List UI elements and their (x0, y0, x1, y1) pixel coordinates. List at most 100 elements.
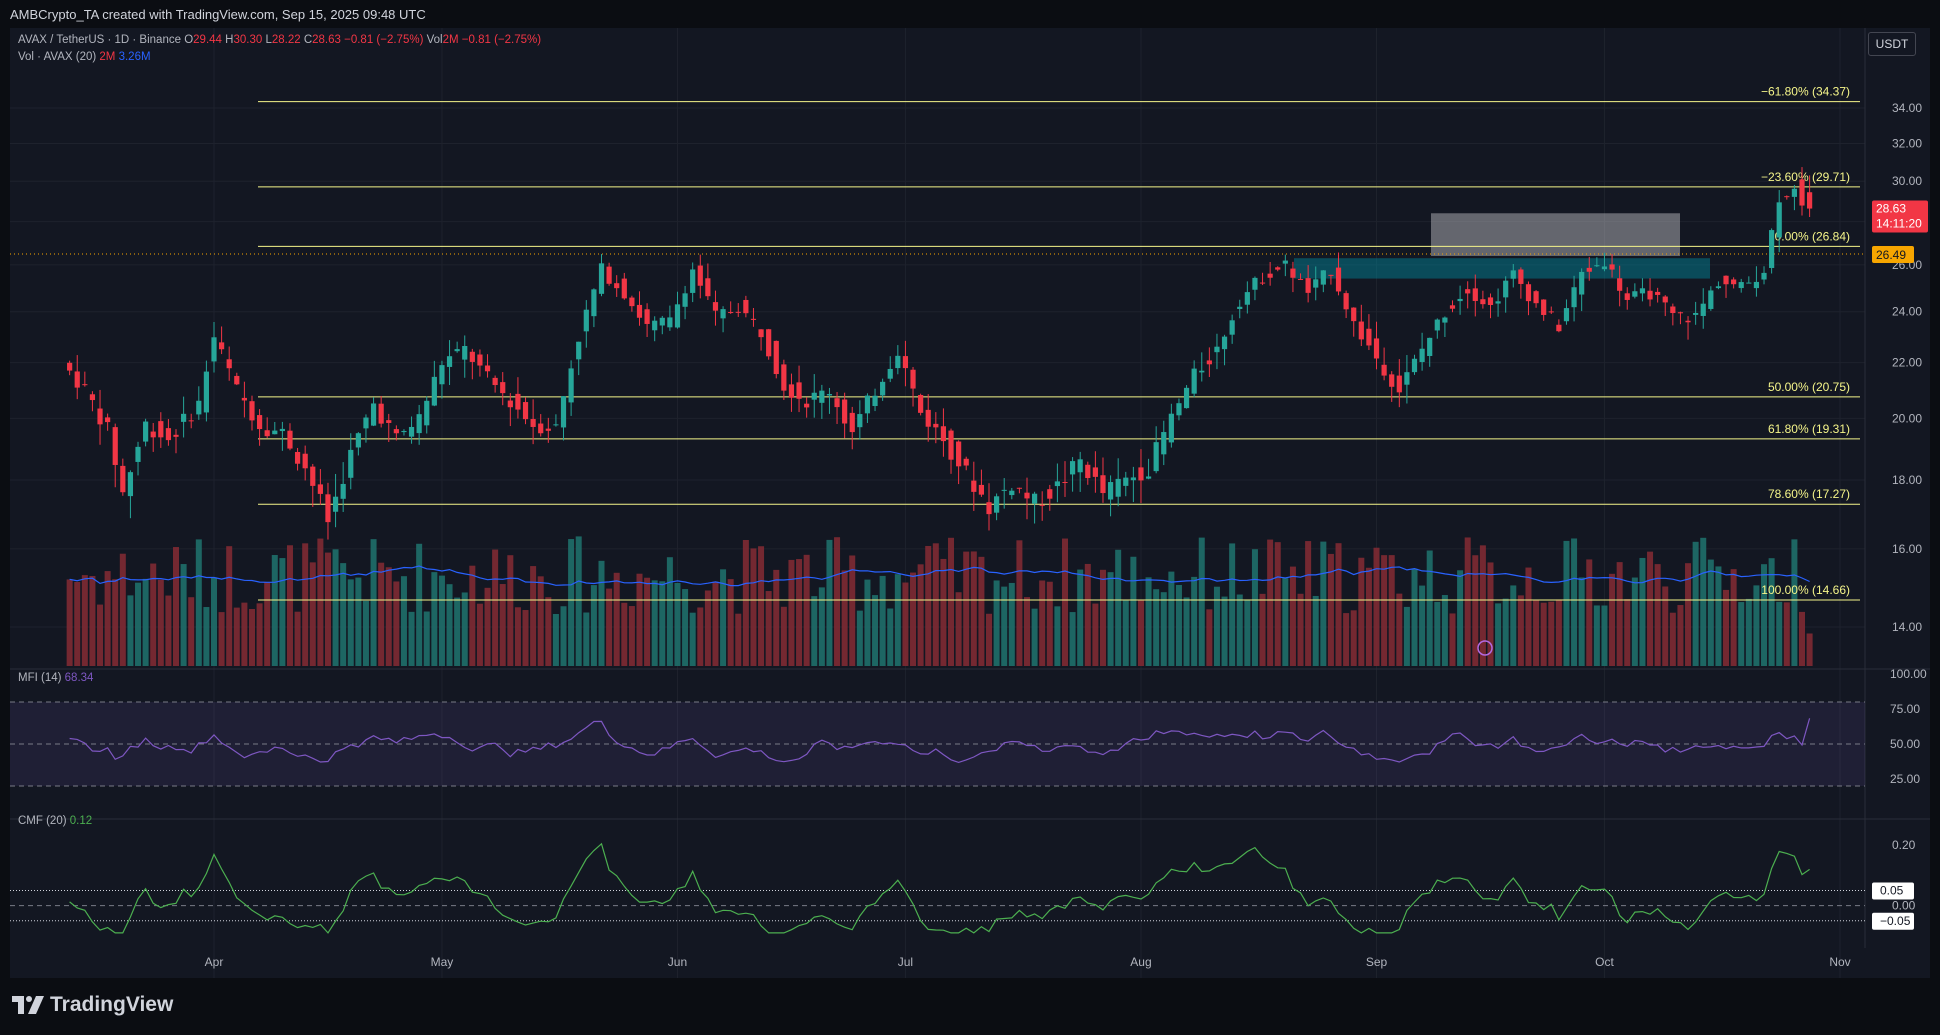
candle-body (591, 289, 597, 317)
volume-bar (1609, 573, 1616, 666)
candle-body (1168, 413, 1174, 443)
volume-bar (150, 563, 157, 666)
volume-bar (1723, 589, 1730, 666)
volume-bar (750, 548, 757, 666)
volume-bar (530, 566, 537, 666)
volume-bar (704, 590, 711, 666)
candle-body (515, 393, 521, 410)
teal-zone (1294, 258, 1710, 279)
candle-body (120, 465, 126, 493)
volume-bar (355, 577, 362, 666)
candle-body (872, 395, 878, 407)
candle-body (401, 430, 407, 433)
fib-label: 0.00% (26.84) (1775, 229, 1850, 243)
volume-bar (552, 613, 559, 666)
candle-body (728, 312, 734, 314)
volume-bar (317, 538, 324, 666)
volume-bar (1365, 567, 1372, 666)
candle-body (287, 430, 293, 449)
volume-bar (841, 570, 848, 666)
candle-body (1335, 267, 1342, 292)
volume-bar (955, 592, 962, 666)
fib-label: −23.60% (29.71) (1761, 170, 1850, 184)
volume-bar (1069, 612, 1076, 666)
volume-bar (1251, 549, 1258, 666)
volume-bar (1715, 566, 1722, 666)
volume-bar (621, 602, 628, 666)
candle-body (576, 341, 582, 360)
volume-bar (1799, 611, 1806, 666)
volume-bar (1601, 605, 1608, 666)
volume-bar (978, 556, 985, 666)
chart-area[interactable]: −61.80% (34.37) −23.60% (29.71) 0.00% (26.… (10, 28, 1930, 983)
candle-body (241, 397, 247, 401)
candle-body (1541, 299, 1547, 315)
volume-bar (879, 575, 886, 666)
candle-body (1001, 489, 1007, 491)
candle-body (880, 381, 886, 396)
candle-body (1358, 321, 1364, 340)
candle-body (1533, 291, 1539, 304)
chart-svg[interactable]: −61.80% (34.37) −23.60% (29.71) 0.00% (26.… (10, 28, 1930, 983)
cmf-level-tag (1872, 882, 1914, 900)
candle-body (1107, 482, 1114, 500)
volume-bar (1312, 595, 1319, 666)
credit-text: AMBCrypto_TA created with TradingView.co… (10, 7, 426, 22)
candle-body (89, 394, 96, 401)
candle-body (1662, 296, 1668, 303)
high-value: 30.30 (233, 34, 263, 46)
volume-bar (1320, 541, 1327, 666)
price-axis: 34.0032.0030.0028.0026.0024.0022.0020.00… (1892, 101, 1922, 634)
candle-body (1077, 459, 1083, 473)
candle-body (1586, 267, 1592, 272)
candle-body (819, 390, 825, 403)
candle-body (1259, 282, 1266, 284)
fib-label: −61.80% (34.37) (1761, 85, 1850, 99)
volume-bar (332, 549, 339, 666)
volume-bar (1434, 601, 1441, 666)
candle-body (1609, 264, 1615, 270)
volume-bar (780, 606, 787, 666)
volume-bar (385, 567, 392, 666)
candle-body (598, 263, 605, 294)
candle-body (1351, 307, 1357, 322)
candle-body (918, 394, 924, 413)
candle-body (416, 414, 422, 434)
volume-bar (340, 563, 347, 666)
candle-body (1495, 301, 1501, 304)
candle-body (1731, 279, 1737, 285)
volume-bar (1555, 599, 1562, 666)
cmf-legend: CMF (20) 0.12 (18, 815, 92, 827)
candle-body (994, 496, 1000, 513)
candle-body (667, 317, 673, 328)
volume-bar (788, 559, 795, 666)
volume-bar (1183, 597, 1190, 666)
time-tick-label: May (431, 955, 454, 969)
candle-body (105, 417, 111, 423)
candle-body (674, 304, 681, 328)
grid-lines (10, 28, 1865, 983)
vol-line-value: 2M (99, 51, 116, 63)
candle-body (332, 496, 339, 512)
volume-bar (1107, 572, 1114, 666)
price-tick-label: 18.00 (1892, 473, 1922, 487)
volume-bar (1358, 557, 1365, 666)
candle-body (1237, 306, 1243, 309)
volume-bar (1305, 541, 1312, 666)
tradingview-logo-icon (12, 996, 44, 1014)
candle-body (211, 337, 217, 362)
mfi-tick-label: 75.00 (1890, 702, 1920, 716)
volume-ma-line (69, 565, 1810, 587)
candle-body (568, 368, 574, 403)
currency-button[interactable]: USDT (1868, 32, 1916, 56)
candle-body (796, 382, 802, 399)
volume-bar (97, 604, 104, 666)
volume-bar (378, 562, 385, 666)
volume-bar (1099, 569, 1106, 666)
volume-bar (226, 546, 233, 666)
top-bar: AMBCrypto_TA created with TradingView.co… (0, 0, 1940, 28)
volume-bar (993, 580, 1000, 666)
volume-bar (727, 579, 734, 666)
gray-zone (1431, 213, 1680, 256)
candle-body (887, 368, 893, 379)
